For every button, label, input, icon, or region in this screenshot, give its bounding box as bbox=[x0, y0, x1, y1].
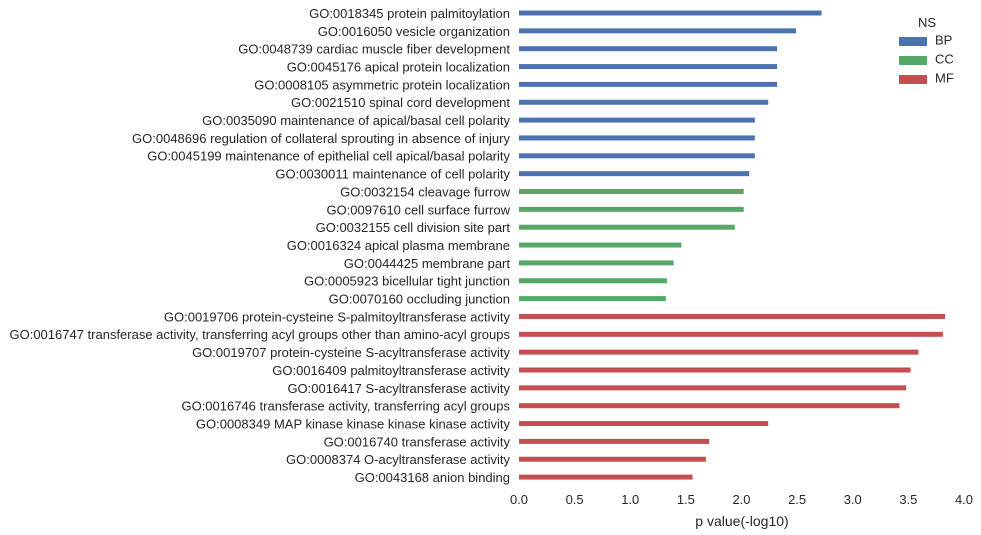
category-label: GO:0021510 spinal cord development bbox=[291, 95, 510, 110]
category-label: GO:0019707 protein-cysteine S-acyltransf… bbox=[192, 345, 510, 360]
category-label: GO:0008349 MAP kinase kinase kinase kina… bbox=[196, 416, 511, 431]
x-tick-label: 4.0 bbox=[955, 492, 973, 507]
bar-mf bbox=[519, 385, 907, 391]
category-label: GO:0048696 regulation of collateral spro… bbox=[132, 131, 510, 146]
category-label: GO:0044425 membrane part bbox=[344, 256, 511, 271]
bar-bp bbox=[519, 81, 778, 87]
bar-bp bbox=[519, 135, 755, 141]
x-tick-label: 3.0 bbox=[844, 492, 862, 507]
bar-cc bbox=[519, 278, 667, 284]
bar-bp bbox=[519, 153, 755, 159]
legend-label-cc: CC bbox=[935, 51, 954, 66]
bar-mf bbox=[519, 367, 911, 373]
category-label: GO:0043168 anion binding bbox=[355, 470, 510, 485]
bar-cc bbox=[519, 296, 666, 302]
category-label: GO:0097610 cell surface furrow bbox=[326, 202, 510, 217]
category-label: GO:0018345 protein palmitoylation bbox=[309, 6, 510, 21]
bar-mf bbox=[519, 456, 706, 462]
category-label: GO:0016746 transferase activity, transfe… bbox=[181, 399, 510, 414]
bar-cc bbox=[519, 242, 682, 248]
category-label: GO:0016050 vesicle organization bbox=[318, 24, 510, 39]
x-tick-label: 2.0 bbox=[732, 492, 750, 507]
x-tick-label: 0.0 bbox=[510, 492, 528, 507]
bar-mf bbox=[519, 474, 693, 480]
bars-group bbox=[519, 10, 946, 480]
legend-label-mf: MF bbox=[935, 70, 954, 85]
bar-cc bbox=[519, 224, 735, 230]
bar-bp bbox=[519, 64, 778, 70]
x-tick-label: 3.5 bbox=[899, 492, 917, 507]
category-label: GO:0016417 S-acyltransferase activity bbox=[287, 381, 510, 396]
category-label: GO:0016740 transferase activity bbox=[324, 434, 511, 449]
category-label: GO:0032154 cleavage furrow bbox=[340, 184, 510, 199]
category-label: GO:0035090 maintenance of apical/basal c… bbox=[202, 113, 510, 128]
bar-bp bbox=[519, 10, 822, 16]
bar-bp bbox=[519, 46, 778, 52]
category-label: GO:0070160 occluding junction bbox=[329, 292, 510, 307]
category-label: GO:0005923 bicellular tight junction bbox=[304, 274, 510, 289]
legend-title: NS bbox=[918, 15, 936, 30]
category-label: GO:0032155 cell division site part bbox=[316, 220, 511, 235]
category-label: GO:0016409 palmitoyltransferase activity bbox=[272, 363, 510, 378]
legend-swatch-bp bbox=[899, 37, 927, 46]
category-label: GO:0045199 maintenance of epithelial cel… bbox=[147, 149, 510, 164]
bar-mf bbox=[519, 313, 946, 319]
x-axis-title: p value(-log10) bbox=[695, 513, 788, 529]
legend-swatch-cc bbox=[899, 56, 927, 65]
bar-cc bbox=[519, 206, 744, 212]
category-label: GO:0045176 apical protein localization bbox=[287, 59, 510, 74]
x-tick-label: 1.5 bbox=[677, 492, 695, 507]
bar-mf bbox=[519, 438, 710, 444]
legend-swatch-mf bbox=[899, 75, 927, 84]
legend: NS BP CC MF bbox=[899, 15, 954, 85]
bar-bp bbox=[519, 99, 769, 105]
bar-cc bbox=[519, 260, 674, 266]
category-label: GO:0048739 cardiac muscle fiber developm… bbox=[238, 42, 510, 57]
category-label: GO:0019706 protein-cysteine S-palmitoylt… bbox=[164, 309, 511, 324]
legend-label-bp: BP bbox=[935, 32, 952, 47]
bar-mf bbox=[519, 403, 900, 409]
x-tick-label: 1.0 bbox=[621, 492, 639, 507]
category-label: GO:0016324 apical plasma membrane bbox=[287, 238, 510, 253]
category-label: GO:0008374 O-acyltransferase activity bbox=[286, 452, 510, 467]
category-labels: GO:0018345 protein palmitoylation GO:0016… bbox=[9, 6, 510, 485]
category-label: GO:0016747 transferase activity, transfe… bbox=[9, 327, 510, 342]
bar-mf bbox=[519, 421, 769, 427]
x-axis-ticks: 0.0 0.5 1.0 1.5 2.0 2.5 3.0 3.5 4.0 bbox=[510, 492, 973, 507]
x-tick-label: 0.5 bbox=[566, 492, 584, 507]
bar-cc bbox=[519, 189, 744, 194]
category-label: GO:0030011 maintenance of cell polarity bbox=[275, 167, 510, 182]
bar-bp bbox=[519, 28, 797, 34]
x-tick-label: 2.5 bbox=[788, 492, 806, 507]
bar-bp bbox=[519, 171, 750, 177]
bar-bp bbox=[519, 117, 755, 123]
bar-mf bbox=[519, 331, 943, 337]
category-label: GO:0008105 asymmetric protein localizati… bbox=[254, 77, 510, 92]
bar-mf bbox=[519, 349, 919, 355]
